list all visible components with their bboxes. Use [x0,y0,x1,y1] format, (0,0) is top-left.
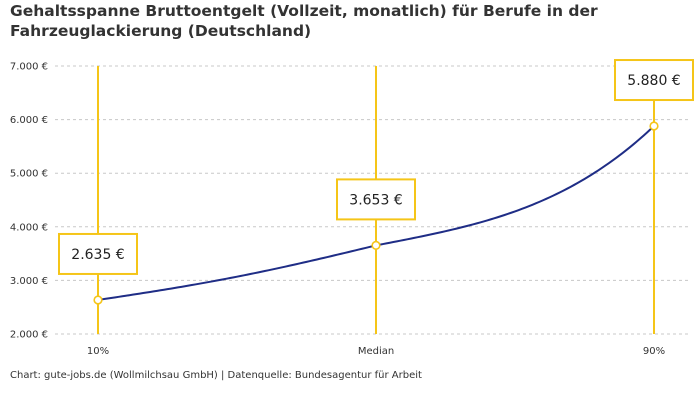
data-point [649,121,659,131]
x-tick-label: 10% [87,346,109,357]
data-label-box [58,232,138,275]
chart-title: Gehaltsspanne Bruttoentgelt (Vollzeit, m… [10,2,598,40]
data-label: 2.635 € [71,247,124,263]
chart: 2.000 € 3.000 € 4.000 € 5.000 € 6.000 € 7.000… [10,59,694,357]
data-label: 5.880 € [627,73,680,89]
y-tick-label: 6.000 € [10,115,48,126]
x-tick-label: Median [358,346,394,357]
data-label: 3.653 € [349,192,402,208]
y-tick-label: 5.000 € [10,169,48,180]
data-labels: 2.635 € 3.653 € 5.880 € [58,59,694,275]
y-tick-label: 3.000 € [10,276,48,287]
y-tick-label: 4.000 € [10,222,48,233]
y-tick-labels: 2.000 € 3.000 € 4.000 € 5.000 € 6.000 € 7.000… [10,62,48,341]
y-tick-label: 2.000 € [10,330,48,341]
x-tick-labels: 10% Median 90% [87,346,665,357]
y-tick-label: 7.000 € [10,62,48,73]
x-tick-label: 90% [643,346,665,357]
data-points [93,121,659,305]
data-point [371,240,381,250]
data-label-box [614,59,694,102]
y-grid [55,65,690,335]
source-caption: Chart: gute-jobs.de (Wollmilchsau GmbH) … [10,370,422,381]
data-label-box [336,178,416,221]
data-point [93,295,103,305]
